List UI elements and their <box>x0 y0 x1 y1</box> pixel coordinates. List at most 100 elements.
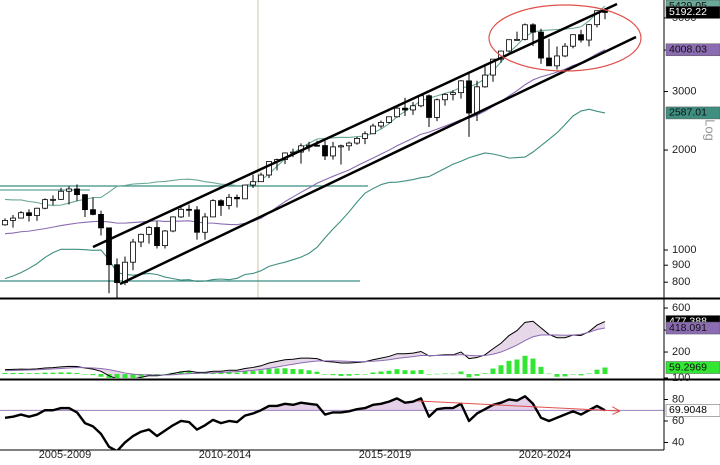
candle-body <box>34 207 40 216</box>
histogram-bar <box>402 370 408 375</box>
candle-body <box>106 227 112 266</box>
histogram-bar <box>130 374 136 378</box>
histogram-bar <box>498 365 504 375</box>
candle-body <box>538 31 544 59</box>
histogram-bar <box>226 372 232 375</box>
candle-body <box>378 121 384 127</box>
histogram-bar <box>306 370 312 375</box>
candle-body <box>410 105 416 111</box>
candle-body <box>58 190 64 200</box>
candle-body <box>514 38 520 41</box>
y-tick-label: 40 <box>672 436 684 448</box>
candle-body <box>250 181 256 186</box>
candle-body <box>98 214 104 229</box>
histogram-bar <box>162 373 168 375</box>
annotations-back <box>0 0 368 298</box>
histogram-bar <box>458 371 464 375</box>
histogram-bar <box>250 371 256 375</box>
x-tick-label: 2010-2014 <box>199 449 252 460</box>
histogram-bar <box>482 373 488 375</box>
value-box <box>665 106 720 120</box>
histogram-bar <box>10 372 16 375</box>
histogram-bar <box>466 374 472 378</box>
y-tick-label: 1000 <box>672 244 696 256</box>
histogram-bar <box>450 373 456 375</box>
histogram-bar <box>370 372 376 375</box>
value-box <box>665 321 720 335</box>
candle-body <box>10 217 16 221</box>
candle-body <box>330 146 336 157</box>
histogram-bar <box>114 374 120 378</box>
candle-body <box>266 161 272 176</box>
candle-body <box>554 55 560 67</box>
x-tick-label: 2005-2009 <box>39 449 92 460</box>
histogram-bar <box>322 374 328 375</box>
histogram-bar <box>418 369 424 375</box>
candle-body <box>322 145 328 157</box>
histogram-bar <box>186 371 192 375</box>
macd-line <box>4 320 606 378</box>
candle-body <box>546 57 552 67</box>
value-box <box>665 6 720 19</box>
y-tick-label: 80 <box>672 393 684 405</box>
candle-body <box>482 74 488 88</box>
histogram-bar <box>490 368 496 375</box>
histogram-bar <box>506 360 512 375</box>
indicator-line <box>4 5 606 207</box>
candle-body <box>186 208 192 211</box>
histogram-bar <box>410 370 416 375</box>
histogram-bar <box>378 371 384 375</box>
histogram-bar <box>218 372 224 375</box>
histogram-bar <box>234 372 240 375</box>
candle-body <box>130 241 136 263</box>
histogram-bar <box>314 371 320 375</box>
candle-body <box>178 208 184 218</box>
histogram-bar <box>258 370 264 375</box>
y-tick-label: 900 <box>672 259 690 271</box>
macd-panel <box>2 320 608 378</box>
price-panel <box>2 5 608 298</box>
value-box-label: 69.9048 <box>669 404 707 416</box>
candle-body <box>194 209 200 233</box>
candle-body <box>346 142 352 147</box>
histogram-bar <box>362 374 368 375</box>
candle-body <box>154 227 160 247</box>
histogram-bar <box>426 374 432 375</box>
histogram-bar <box>82 374 88 375</box>
candle-body <box>202 216 208 233</box>
annotations-front <box>92 2 642 411</box>
histogram-bar <box>98 374 104 377</box>
histogram-bar <box>122 374 128 378</box>
candle-body <box>586 24 592 41</box>
candle-body <box>418 95 424 107</box>
candle-body <box>162 230 168 247</box>
histogram-bar <box>386 370 392 375</box>
candle-body <box>26 212 32 216</box>
histogram-bar <box>274 368 280 375</box>
candle-body <box>146 227 152 235</box>
histogram-bar <box>602 367 608 375</box>
x-tick-label: 2020-2024 <box>519 449 572 460</box>
y-tick-label: 100 <box>672 372 690 384</box>
candle-body <box>522 24 528 40</box>
candle-body <box>434 99 440 118</box>
histogram-bar <box>434 373 440 375</box>
divergence-arrow <box>417 400 619 411</box>
oscillator-line <box>4 395 606 450</box>
histogram-bar <box>90 374 96 376</box>
histogram-bar <box>554 374 560 377</box>
candle-body <box>2 219 8 226</box>
candle-body <box>74 188 80 196</box>
candle-body <box>170 216 176 232</box>
histogram-bar <box>58 372 64 375</box>
value-box-label: 2587.01 <box>669 107 707 119</box>
candle-body <box>42 199 48 209</box>
histogram-bar <box>330 374 336 376</box>
value-box-label: 4008.03 <box>669 44 707 56</box>
histogram-bar <box>26 373 32 375</box>
histogram-bar <box>50 372 56 375</box>
histogram-bar <box>178 371 184 375</box>
channel-upper <box>92 2 618 249</box>
y-tick-label: 200 <box>672 346 690 358</box>
